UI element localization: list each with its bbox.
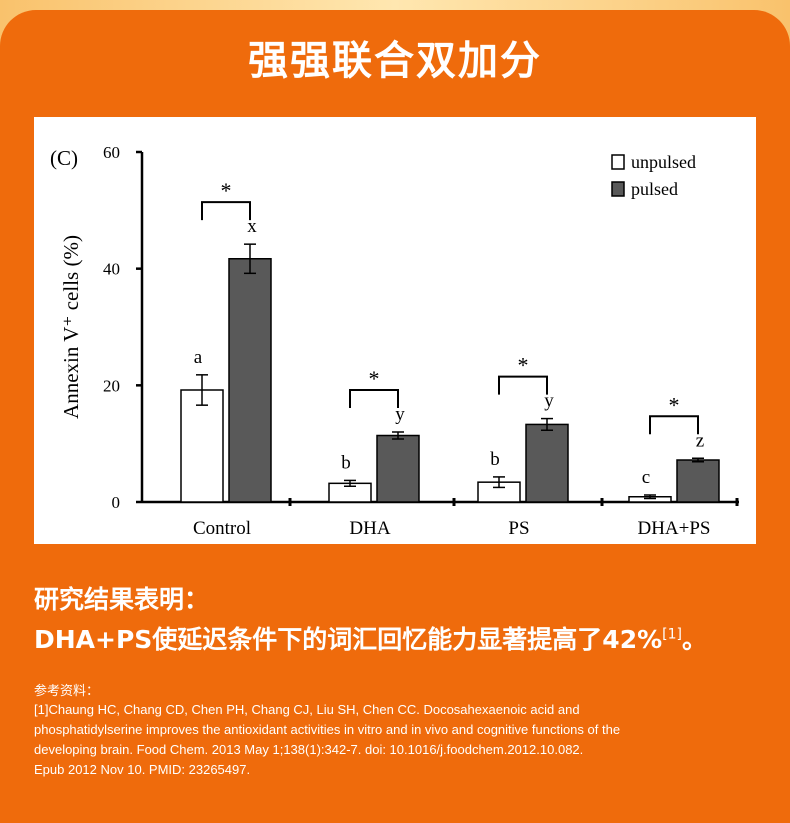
reference-line: Epub 2012 Nov 10. PMID: 23265497. (34, 762, 251, 777)
significance-star: * (669, 392, 680, 417)
findings-end: 。 (681, 625, 707, 654)
bar-chart: 0 20 40 60 (C) Annexin V⁺ cells (%) a x * Control… (50, 143, 739, 539)
significance-letter: z (696, 430, 704, 451)
findings-text: DHA+PS使延迟条件下的词汇回忆能力显著提高了42%[1]。 (34, 620, 707, 656)
reference-line: developing brain. Food Chem. 2013 May 1;… (34, 742, 584, 757)
legend-label-pulsed: pulsed (631, 179, 678, 199)
y-tick-label: 40 (103, 260, 120, 279)
findings-citation: [1] (662, 626, 682, 643)
y-axis-title: Annexin V⁺ cells (%) (59, 235, 83, 419)
significance-letter: b (341, 452, 351, 473)
bar-pulsed (376, 434, 420, 503)
significance-letter: x (247, 216, 257, 237)
significance-letter: y (395, 404, 405, 425)
category-label: PS (508, 518, 529, 539)
significance-star: * (518, 353, 529, 378)
legend-swatch-unpulsed (611, 154, 625, 170)
reference-line: [1]Chaung HC, Chang CD, Chen PH, Chang C… (34, 702, 580, 717)
reference-line: phosphatidylserine improves the antioxid… (34, 722, 621, 737)
significance-bracket (649, 415, 699, 435)
y-tick-label: 60 (103, 143, 120, 162)
panel-label: (C) (50, 146, 78, 170)
findings-sentence: DHA+PS使延迟条件下的词汇回忆能力显著提高了42% (34, 625, 663, 654)
bar-pulsed (525, 423, 569, 503)
legend-swatch-pulsed (611, 181, 625, 197)
headline: 强强联合双加分 (248, 38, 542, 84)
category-label: DHA (349, 518, 390, 539)
significance-bracket (349, 389, 399, 408)
y-tick-label: 20 (103, 376, 120, 395)
significance-star: * (221, 178, 232, 203)
category-label: DHA+PS (637, 518, 710, 539)
findings-title: 研究结果表明： (34, 585, 210, 614)
significance-letter: a (194, 347, 203, 368)
significance-bracket (201, 201, 251, 221)
significance-letter: b (490, 449, 500, 470)
bar-unpulsed (180, 389, 224, 503)
significance-letter: y (544, 391, 554, 412)
references-body: [1]Chaung HC, Chang CD, Chen PH, Chang C… (34, 700, 764, 780)
y-tick-label: 0 (112, 493, 121, 512)
bar-pulsed (228, 258, 272, 503)
legend-label-unpulsed: unpulsed (631, 152, 696, 172)
bar-pulsed (676, 459, 720, 503)
references-title: 参考资料： (34, 684, 100, 699)
significance-star: * (369, 366, 380, 391)
category-label: Control (193, 518, 251, 539)
chart-panel: 0 20 40 60 (C) Annexin V⁺ cells (%) a x * Control… (34, 117, 756, 544)
significance-letter: c (642, 467, 650, 488)
significance-bracket (498, 375, 548, 395)
